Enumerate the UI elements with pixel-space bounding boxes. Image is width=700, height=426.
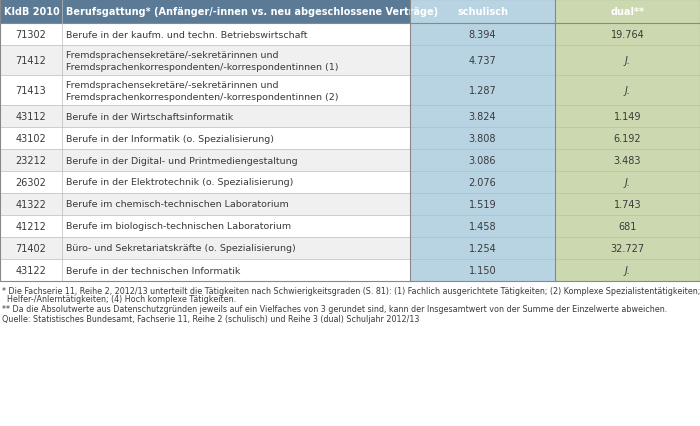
Text: 23212: 23212 (15, 155, 46, 166)
Text: 71402: 71402 (15, 243, 46, 253)
Text: Berufe in der kaufm. und techn. Betriebswirtschaft: Berufe in der kaufm. und techn. Betriebs… (66, 30, 307, 40)
Text: 32.727: 32.727 (610, 243, 645, 253)
Bar (0, 76, 410, 106)
Text: Berufe in der technischen Informatik: Berufe in der technischen Informatik (66, 266, 240, 275)
Bar (410, 172, 555, 193)
Text: schulisch: schulisch (457, 7, 508, 17)
Text: 71412: 71412 (15, 56, 46, 66)
Bar (555, 259, 700, 281)
Bar (410, 46, 555, 76)
Bar (410, 106, 555, 128)
Text: 71413: 71413 (15, 86, 46, 96)
Bar (410, 150, 555, 172)
Text: 1.743: 1.743 (614, 199, 641, 210)
Text: 1.458: 1.458 (469, 222, 496, 231)
Text: Berufe im biologisch-technischen Laboratorium: Berufe im biologisch-technischen Laborat… (66, 222, 291, 231)
Text: KldB 2010: KldB 2010 (4, 7, 60, 17)
Bar (555, 128, 700, 150)
Bar (0, 259, 410, 281)
Text: 43102: 43102 (15, 134, 46, 144)
Bar (0, 172, 410, 193)
Text: 1.254: 1.254 (468, 243, 496, 253)
Text: 1.150: 1.150 (469, 265, 496, 275)
Text: Berufe im chemisch-technischen Laboratorium: Berufe im chemisch-technischen Laborator… (66, 200, 288, 209)
Text: 41322: 41322 (15, 199, 46, 210)
Text: * Die Fachserie 11, Reihe 2, 2012/13 unterteilt die Tätigkeiten nach Schwierigke: * Die Fachserie 11, Reihe 2, 2012/13 unt… (2, 286, 700, 295)
Bar (0, 216, 410, 237)
Text: J.: J. (624, 178, 631, 187)
Bar (555, 193, 700, 216)
Text: 3.086: 3.086 (469, 155, 496, 166)
Text: J.: J. (624, 265, 631, 275)
Text: 43112: 43112 (15, 112, 46, 122)
Bar (555, 76, 700, 106)
Text: Fremdsprachenkorrespondenten/-korrespondentinnen (1): Fremdsprachenkorrespondenten/-korrespond… (66, 62, 339, 71)
Text: J.: J. (624, 86, 631, 96)
Bar (410, 128, 555, 150)
Bar (0, 24, 410, 46)
Bar (0, 193, 410, 216)
Text: Büro- und Sekretariatskräfte (o. Spezialisierung): Büro- und Sekretariatskräfte (o. Spezial… (66, 244, 295, 253)
Bar (410, 0, 555, 24)
Bar (0, 150, 410, 172)
Text: ** Da die Absolutwerte aus Datenschutzgründen jeweils auf ein Vielfaches von 3 g: ** Da die Absolutwerte aus Datenschutzgr… (2, 304, 667, 313)
Text: Berufe in der Informatik (o. Spezialisierung): Berufe in der Informatik (o. Spezialisie… (66, 134, 274, 143)
Text: 71302: 71302 (15, 30, 46, 40)
Text: 2.076: 2.076 (468, 178, 496, 187)
Bar (0, 0, 700, 281)
Text: 8.394: 8.394 (469, 30, 496, 40)
Bar (0, 128, 410, 150)
Bar (0, 237, 410, 259)
Text: Berufe in der Elektrotechnik (o. Spezialisierung): Berufe in der Elektrotechnik (o. Spezial… (66, 178, 293, 187)
Text: Fremdsprachensekretäre/-sekretärinnen und: Fremdsprachensekretäre/-sekretärinnen un… (66, 81, 279, 90)
Text: dual**: dual** (610, 7, 645, 17)
Text: Helfer-/Anlerntätigkeiten; (4) Hoch komplexe Tätigkeiten.: Helfer-/Anlerntätigkeiten; (4) Hoch komp… (2, 294, 236, 303)
Text: 41212: 41212 (15, 222, 46, 231)
Text: Berufe in der Wirtschaftsinformatik: Berufe in der Wirtschaftsinformatik (66, 112, 233, 121)
Text: 6.192: 6.192 (614, 134, 641, 144)
Text: Berufsgattung* (Anfänger/-innen vs. neu abgeschlossene Verträge): Berufsgattung* (Anfänger/-innen vs. neu … (66, 7, 438, 17)
Text: 1.519: 1.519 (469, 199, 496, 210)
Bar (410, 237, 555, 259)
Bar (555, 106, 700, 128)
Text: 3.824: 3.824 (469, 112, 496, 122)
Bar (555, 46, 700, 76)
Text: Fremdsprachenkorrespondenten/-korrespondentinnen (2): Fremdsprachenkorrespondenten/-korrespond… (66, 92, 339, 101)
Text: J.: J. (624, 56, 631, 66)
Text: 1.149: 1.149 (614, 112, 641, 122)
Bar (410, 216, 555, 237)
Text: 3.483: 3.483 (614, 155, 641, 166)
Text: Quelle: Statistisches Bundesamt, Fachserie 11, Reihe 2 (schulisch) und Reihe 3 (: Quelle: Statistisches Bundesamt, Fachser… (2, 314, 419, 323)
Bar (410, 24, 555, 46)
Bar (555, 150, 700, 172)
Bar (410, 76, 555, 106)
Text: 3.808: 3.808 (469, 134, 496, 144)
Bar (555, 0, 700, 24)
Text: 26302: 26302 (15, 178, 46, 187)
Text: 19.764: 19.764 (610, 30, 645, 40)
Text: 43122: 43122 (15, 265, 46, 275)
Bar (0, 106, 410, 128)
Bar (0, 46, 410, 76)
Bar (410, 193, 555, 216)
Bar (0, 0, 410, 24)
Text: Fremdsprachensekretäre/-sekretärinnen und: Fremdsprachensekretäre/-sekretärinnen un… (66, 51, 279, 60)
Bar (555, 216, 700, 237)
Bar (410, 259, 555, 281)
Bar (555, 237, 700, 259)
Bar (555, 24, 700, 46)
Bar (555, 172, 700, 193)
Text: 681: 681 (618, 222, 637, 231)
Text: 4.737: 4.737 (468, 56, 496, 66)
Text: Berufe in der Digital- und Printmediengestaltung: Berufe in der Digital- und Printmedienge… (66, 156, 297, 165)
Text: 1.287: 1.287 (468, 86, 496, 96)
